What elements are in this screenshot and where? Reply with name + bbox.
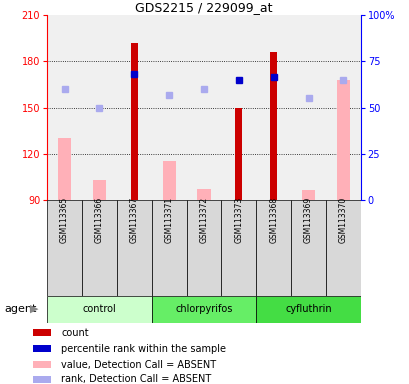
Title: GDS2215 / 229099_at: GDS2215 / 229099_at	[135, 1, 272, 14]
Text: GSM113371: GSM113371	[164, 197, 173, 243]
Text: ▶: ▶	[29, 304, 38, 314]
Bar	[33, 361, 51, 368]
Bar	[92, 180, 106, 200]
Text: GSM113372: GSM113372	[199, 197, 208, 243]
Bar	[151, 200, 186, 296]
Bar	[256, 296, 360, 323]
Bar	[197, 189, 210, 200]
Bar	[221, 200, 256, 296]
Text: GSM113366: GSM113366	[95, 197, 103, 243]
Bar	[325, 200, 360, 296]
Bar	[33, 345, 51, 352]
Text: control: control	[82, 304, 116, 314]
Text: rank, Detection Call = ABSENT: rank, Detection Call = ABSENT	[61, 374, 211, 384]
Text: GSM113368: GSM113368	[269, 197, 277, 243]
Text: value, Detection Call = ABSENT: value, Detection Call = ABSENT	[61, 359, 216, 369]
Bar	[33, 376, 51, 383]
Bar	[151, 296, 256, 323]
Bar	[290, 200, 325, 296]
Bar	[117, 200, 151, 296]
Bar	[235, 108, 242, 200]
Bar	[47, 200, 82, 296]
Bar	[301, 190, 315, 200]
Text: GSM113370: GSM113370	[338, 197, 347, 243]
Bar	[130, 43, 137, 200]
Text: GSM113367: GSM113367	[130, 197, 138, 243]
Bar	[33, 329, 51, 336]
Bar	[270, 52, 276, 200]
Bar	[336, 80, 349, 200]
Text: count: count	[61, 328, 89, 338]
Text: GSM113373: GSM113373	[234, 197, 243, 243]
Text: GSM113369: GSM113369	[303, 197, 312, 243]
Text: cyfluthrin: cyfluthrin	[285, 304, 331, 314]
Bar	[47, 296, 151, 323]
Bar	[186, 200, 221, 296]
Bar	[256, 200, 290, 296]
Bar	[58, 138, 71, 200]
Text: agent: agent	[4, 304, 36, 314]
Text: GSM113365: GSM113365	[60, 197, 69, 243]
Bar	[82, 200, 117, 296]
Text: percentile rank within the sample: percentile rank within the sample	[61, 344, 226, 354]
Bar	[162, 161, 175, 200]
Text: chlorpyrifos: chlorpyrifos	[175, 304, 232, 314]
